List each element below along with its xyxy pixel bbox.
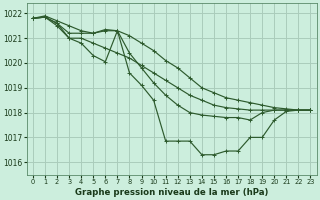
X-axis label: Graphe pression niveau de la mer (hPa): Graphe pression niveau de la mer (hPa) [75, 188, 268, 197]
